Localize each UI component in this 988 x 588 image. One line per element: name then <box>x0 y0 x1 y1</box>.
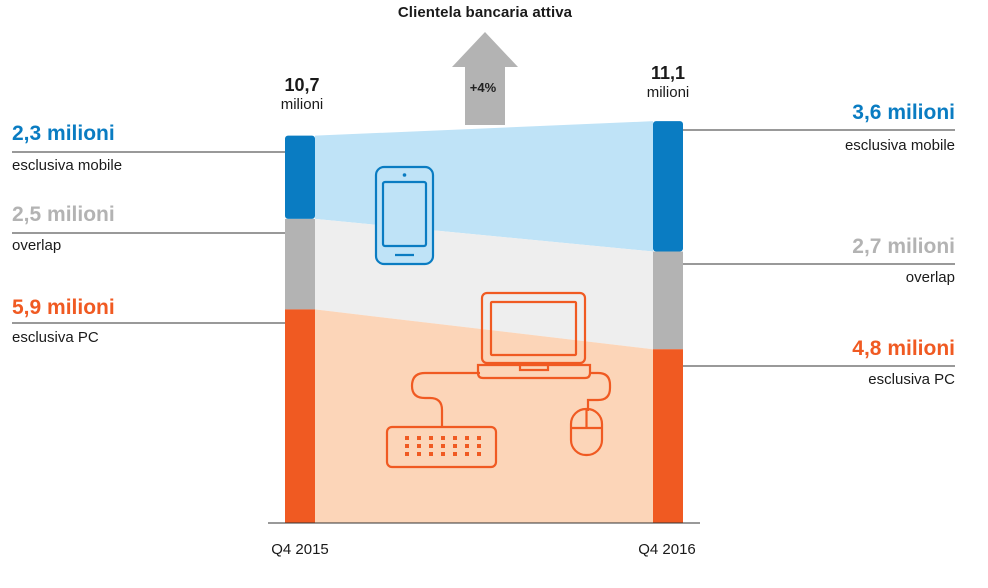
bar-q4-2016-pc <box>653 349 683 523</box>
right-label-mobile: 3,6 milioni esclusiva mobile <box>845 101 955 156</box>
laptop-icon <box>476 291 592 380</box>
keyboard-key <box>429 436 433 440</box>
left-total-value: 10,7 <box>284 75 320 95</box>
left-label-pc: 5,9 milioni esclusiva PC <box>12 296 115 348</box>
keyboard-key <box>417 444 421 448</box>
keyboard-key <box>405 452 409 456</box>
keyboard-key <box>429 444 433 448</box>
bar-q4-2016-mobile <box>653 121 683 252</box>
bar-q4-2015-pc <box>285 309 315 523</box>
keyboard-key <box>441 444 445 448</box>
left-overlap-value: 2,5 milioni <box>12 203 115 226</box>
leader-lines <box>12 129 955 367</box>
chart-title: Clientela bancaria attiva <box>397 4 573 21</box>
keyboard-key <box>405 444 409 448</box>
keyboard-key <box>417 436 421 440</box>
right-total-unit: milioni <box>646 84 690 101</box>
keyboard-key <box>477 444 481 448</box>
left-label-mobile: 2,3 milioni esclusiva mobile <box>12 122 122 176</box>
keyboard-key <box>453 444 457 448</box>
keyboard-key <box>453 436 457 440</box>
keyboard-key <box>441 436 445 440</box>
right-overlap-desc: overlap <box>905 269 955 286</box>
left-pc-desc: esclusiva PC <box>12 329 99 346</box>
left-mobile-desc: esclusiva mobile <box>12 157 123 174</box>
left-pc-value: 5,9 milioni <box>12 296 115 319</box>
right-mobile-value: 3,6 milioni <box>852 101 955 124</box>
left-period-label: Q4 2015 <box>271 541 329 558</box>
right-label-pc: 4,8 milioni esclusiva PC <box>852 337 955 390</box>
stacked-bars <box>285 121 683 523</box>
bar-q4-2015-mobile <box>285 135 315 219</box>
keyboard-key <box>441 452 445 456</box>
left-total-unit: milioni <box>280 96 324 113</box>
cable-lines <box>410 371 612 427</box>
keyboard-key <box>417 452 421 456</box>
right-pc-value: 4,8 milioni <box>852 337 955 360</box>
keyboard-key <box>453 452 457 456</box>
growth-label: +4% <box>469 80 497 95</box>
right-overlap-value: 2,7 milioni <box>852 235 955 258</box>
keyboard-key <box>465 452 469 456</box>
right-label-overlap: 2,7 milioni overlap <box>852 235 955 288</box>
mouse-icon <box>569 407 604 457</box>
keyboard-key <box>405 436 409 440</box>
right-total: 11,1 milioni <box>628 64 708 102</box>
left-label-overlap: 2,5 milioni overlap <box>12 203 115 256</box>
keyboard-icon <box>385 425 498 469</box>
right-total-value: 11,1 <box>650 63 686 83</box>
right-pc-desc: esclusiva PC <box>868 371 955 388</box>
left-overlap-desc: overlap <box>12 237 62 254</box>
bar-q4-2015-overlap <box>285 218 315 310</box>
keyboard-key <box>429 452 433 456</box>
right-period-label: Q4 2016 <box>638 541 696 558</box>
left-mobile-value: 2,3 milioni <box>12 122 115 145</box>
keyboard-key <box>477 452 481 456</box>
keyboard-key <box>477 436 481 440</box>
keyboard-key <box>465 444 469 448</box>
bar-q4-2016-overlap <box>653 251 683 350</box>
smartphone-icon <box>374 165 435 266</box>
keyboard-key <box>465 436 469 440</box>
up-arrow-icon <box>452 32 518 125</box>
right-mobile-desc: esclusiva mobile <box>844 137 955 154</box>
left-total: 10,7 milioni <box>262 76 342 114</box>
